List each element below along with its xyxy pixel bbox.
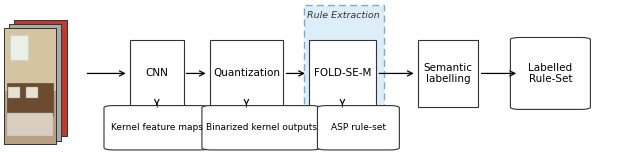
Text: Labelled
Rule-Set: Labelled Rule-Set <box>529 63 572 84</box>
FancyBboxPatch shape <box>317 106 399 150</box>
Text: FOLD-SE-M: FOLD-SE-M <box>314 68 371 78</box>
FancyBboxPatch shape <box>9 24 61 141</box>
FancyBboxPatch shape <box>4 91 56 144</box>
FancyBboxPatch shape <box>511 37 590 109</box>
Text: CNN: CNN <box>145 68 168 78</box>
Text: Binarized kernel outputs: Binarized kernel outputs <box>205 123 317 132</box>
Text: Quantization: Quantization <box>213 68 280 78</box>
FancyBboxPatch shape <box>129 40 184 107</box>
FancyBboxPatch shape <box>4 28 56 144</box>
FancyBboxPatch shape <box>309 40 376 107</box>
FancyBboxPatch shape <box>4 28 56 91</box>
FancyBboxPatch shape <box>7 83 53 116</box>
Text: Rule Extraction: Rule Extraction <box>307 11 380 20</box>
Text: ASP rule-set: ASP rule-set <box>331 123 386 132</box>
FancyBboxPatch shape <box>10 35 28 60</box>
FancyBboxPatch shape <box>417 40 479 107</box>
Text: Semantic
labelling: Semantic labelling <box>424 63 472 84</box>
FancyBboxPatch shape <box>104 106 210 150</box>
FancyBboxPatch shape <box>202 106 320 150</box>
FancyBboxPatch shape <box>210 40 283 107</box>
FancyBboxPatch shape <box>14 20 67 136</box>
FancyBboxPatch shape <box>26 87 38 98</box>
Text: Kernel feature maps: Kernel feature maps <box>111 123 203 132</box>
FancyBboxPatch shape <box>8 87 20 98</box>
FancyBboxPatch shape <box>304 5 384 142</box>
FancyBboxPatch shape <box>7 113 53 136</box>
